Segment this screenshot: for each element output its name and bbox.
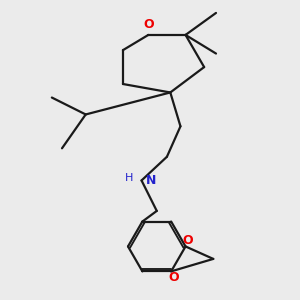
Text: N: N <box>146 174 156 187</box>
Text: O: O <box>183 234 193 247</box>
Text: O: O <box>143 18 154 31</box>
Text: O: O <box>168 271 179 284</box>
Text: H: H <box>125 173 133 183</box>
